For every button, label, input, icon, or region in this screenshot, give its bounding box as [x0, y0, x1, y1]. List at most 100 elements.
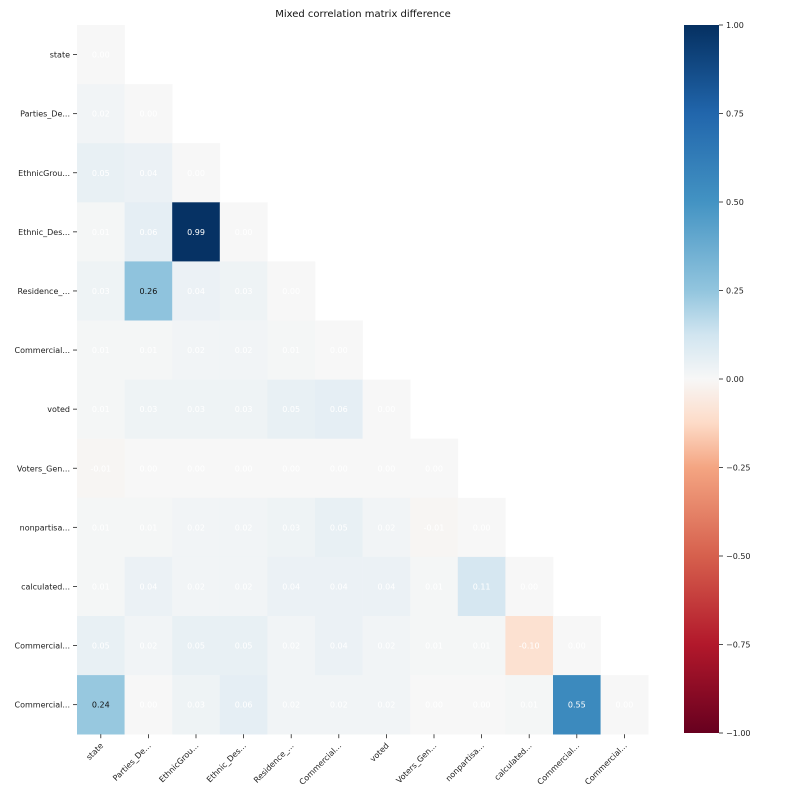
heatmap-cell — [77, 261, 125, 321]
x-tick-label: EthnicGrou... — [157, 741, 200, 784]
heatmap-cell — [77, 675, 125, 735]
heatmap-cell — [315, 556, 363, 617]
cell-value-label: -0.01 — [424, 523, 445, 532]
heatmap-cell — [172, 202, 221, 262]
heatmap-cell — [553, 675, 601, 735]
heatmap-cell — [457, 675, 506, 735]
heatmap-cell — [77, 320, 125, 380]
heatmap-cell — [124, 497, 173, 558]
heatmap-cell — [457, 616, 506, 676]
heatmap-cell — [219, 497, 268, 558]
colorbar-tick-label: 0.25 — [726, 287, 744, 296]
colorbar-tick-label: 0.00 — [726, 375, 744, 384]
heatmap-cell — [553, 616, 601, 676]
heatmap-cell — [362, 675, 411, 735]
heatmap-cell — [315, 675, 363, 735]
x-tick-label: Voters_Gen... — [395, 741, 439, 785]
heatmap-cell — [267, 616, 316, 676]
heatmap-cell — [124, 261, 173, 321]
x-tick-label: calculated... — [493, 741, 534, 782]
cell-value-label: 0.02 — [377, 642, 395, 651]
cell-value-label: 0.03 — [235, 287, 253, 296]
heatmap-cell — [124, 84, 173, 144]
x-tick-label: Ethnic_Des... — [205, 741, 248, 784]
heatmap-cell — [315, 497, 363, 558]
heatmap-cell — [77, 497, 125, 558]
cell-value-label: 0.00 — [473, 523, 491, 532]
heatmap-cells: 0.00 0.02 0.00 0.05 0.04 0.00 0.01 0.06 0.99 0.00… — [77, 25, 649, 735]
x-tick-label: Commercial... — [298, 741, 344, 787]
cell-value-label: 0.00 — [282, 287, 300, 296]
heatmap-cell — [267, 556, 316, 617]
x-tick-label: Commercial... — [536, 741, 582, 787]
cell-value-label: 0.03 — [187, 405, 205, 414]
heatmap-cell — [219, 556, 268, 617]
cell-value-label: 0.01 — [92, 346, 110, 355]
cell-value-label: -0.01 — [90, 464, 111, 473]
cell-value-label: 0.00 — [139, 110, 157, 119]
heatmap-cell — [124, 143, 173, 203]
y-tick-label: Commercial... — [15, 346, 70, 355]
cell-value-label: 0.00 — [235, 464, 253, 473]
colorbar-tick-label: −0.75 — [726, 641, 751, 650]
cell-value-label: 0.26 — [139, 287, 157, 296]
cell-value-label: 0.00 — [330, 346, 348, 355]
cell-value-label: 0.00 — [568, 642, 586, 651]
heatmap-cell — [362, 379, 411, 439]
cell-value-label: 0.00 — [92, 51, 110, 60]
cell-value-label: 0.01 — [473, 642, 491, 651]
cell-value-label: 0.00 — [139, 701, 157, 710]
heatmap-cell — [457, 497, 506, 558]
y-tick-label: Residence_... — [17, 287, 70, 296]
heatmap-cell — [77, 438, 125, 499]
heatmap-cell — [267, 497, 316, 558]
heatmap-cell — [219, 379, 268, 439]
heatmap-cell — [172, 556, 221, 617]
heatmap-cell — [362, 556, 411, 617]
cell-value-label: 0.00 — [139, 464, 157, 473]
heatmap-cell — [315, 320, 363, 380]
heatmap-cell — [219, 261, 268, 321]
cell-value-label: 0.03 — [282, 523, 300, 532]
cell-value-label: 0.03 — [235, 405, 253, 414]
cell-value-label: 0.00 — [425, 701, 443, 710]
cell-value-label: 0.04 — [377, 582, 395, 591]
colorbar-gradient — [684, 25, 719, 733]
heatmap-cell — [600, 675, 649, 735]
chart-title: Mixed correlation matrix difference — [275, 9, 451, 20]
heatmap-cell — [315, 379, 363, 439]
heatmap-cell — [267, 379, 316, 439]
cell-value-label: 0.03 — [92, 287, 110, 296]
cell-value-label: 0.05 — [235, 642, 253, 651]
colorbar-tick-label: 0.75 — [726, 110, 744, 119]
heatmap-cell — [77, 25, 125, 85]
colorbar-tick-label: −0.50 — [726, 552, 751, 561]
heatmap-cell — [362, 497, 411, 558]
cell-value-label: 0.55 — [568, 701, 586, 710]
cell-value-label: 0.06 — [330, 405, 348, 414]
cell-value-label: 0.06 — [139, 228, 157, 237]
cell-value-label: 0.00 — [425, 464, 443, 473]
colorbar-tick-label: −1.00 — [726, 729, 751, 738]
heatmap-cell — [505, 556, 554, 617]
colorbar-tick-label: −0.25 — [726, 464, 751, 473]
cell-value-label: 0.00 — [187, 169, 205, 178]
cell-value-label: 0.02 — [377, 523, 395, 532]
cell-value-label: 0.00 — [377, 405, 395, 414]
x-tick-label: nonpartisa... — [444, 741, 486, 783]
cell-value-label: 0.02 — [235, 523, 253, 532]
y-tick-label: Parties_De... — [20, 110, 70, 119]
cell-value-label: 0.05 — [92, 642, 110, 651]
cell-value-label: 0.03 — [187, 701, 205, 710]
cell-value-label: 0.01 — [139, 523, 157, 532]
cell-value-label: 0.00 — [473, 701, 491, 710]
cell-value-label: 0.00 — [377, 464, 395, 473]
cell-value-label: 0.11 — [473, 582, 491, 591]
heatmap-cell — [124, 675, 173, 735]
cell-value-label: 0.04 — [187, 287, 205, 296]
cell-value-label: 0.03 — [139, 405, 157, 414]
heatmap-cell — [505, 675, 554, 735]
cell-value-label: 0.02 — [92, 110, 110, 119]
